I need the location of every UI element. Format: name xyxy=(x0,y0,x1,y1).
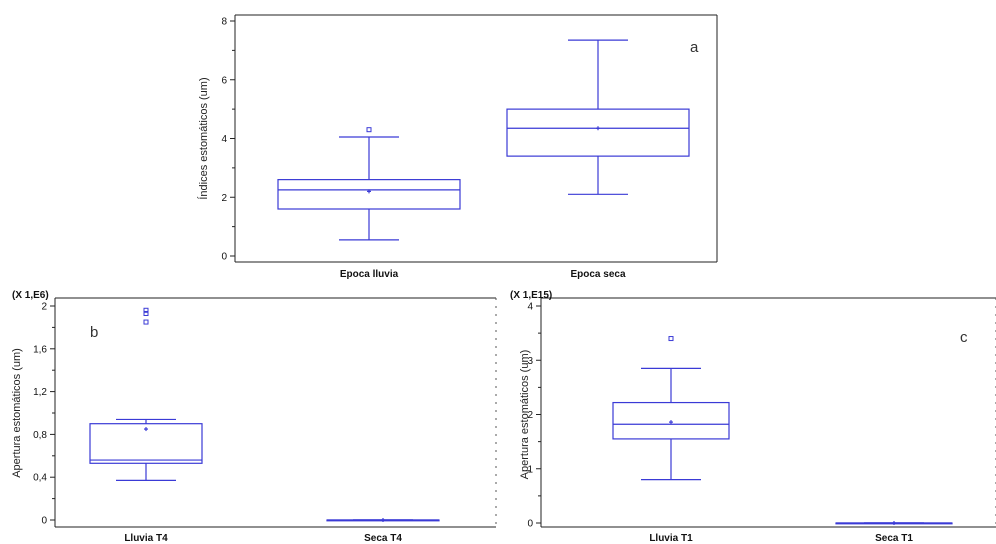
panel-c-ylabel: Apertura estomáticos (um) xyxy=(519,350,531,480)
panel-b-ytick-label: 1,2 xyxy=(33,387,47,398)
panel-a-ytick-label: 4 xyxy=(221,134,227,145)
panel-c-box-1-outlier xyxy=(668,336,674,342)
panel-a-category-label: Epoca seca xyxy=(570,269,625,280)
panel-a-ytick-label: 0 xyxy=(221,252,227,263)
panel-c-ytick-label: 2 xyxy=(527,410,533,421)
panel-b-category-label: Seca T4 xyxy=(364,533,402,544)
panel-c-category-label: Seca T1 xyxy=(875,533,913,544)
panel-b-ytick-label: 0,4 xyxy=(33,473,47,484)
panel-c-multiplier: (X 1,E15) xyxy=(510,290,552,301)
panel-b-ytick-label: 2 xyxy=(41,302,47,313)
panel-c-letter: c xyxy=(960,329,968,346)
panel-b-ytick-label: 0 xyxy=(41,516,47,527)
panel-c-ytick-label: 3 xyxy=(527,356,533,367)
panel-b-category-label: Lluvia T4 xyxy=(124,533,168,544)
panel-b-multiplier: (X 1,E6) xyxy=(12,290,49,301)
panel-c-ytick-label: 4 xyxy=(527,302,533,313)
panel-b-box-1-outlier xyxy=(143,310,149,316)
panel-a-category-label: Epoca lluvia xyxy=(340,269,399,280)
panel-b-ytick-label: 0,8 xyxy=(33,430,47,441)
panel-b-letter: b xyxy=(90,324,98,341)
panel-b-box-1-outlier xyxy=(143,307,149,313)
panel-a-letter: a xyxy=(690,39,699,56)
panel-c-category-label: Lluvia T1 xyxy=(649,533,693,544)
panel-a-ytick-label: 8 xyxy=(221,17,227,28)
panel-c-ytick-label: 1 xyxy=(527,464,533,475)
panel-a-box-1-outlier xyxy=(366,127,372,133)
panel-a-box-2-iqr xyxy=(506,108,690,157)
panel-b-ytick-label: 1,6 xyxy=(33,344,47,355)
panel-a-box-1-iqr xyxy=(277,179,461,210)
panel-c-ytick-label: 0 xyxy=(527,519,533,530)
panel-b-ylabel: Apertura estomáticos (um) xyxy=(11,348,23,478)
panel-a-ylabel: Índices estomáticos (um) xyxy=(197,77,210,199)
panel-a-ytick-label: 6 xyxy=(221,75,227,86)
panel-a-ytick-label: 2 xyxy=(221,193,227,204)
panel-b-box-1-outlier xyxy=(143,319,149,325)
